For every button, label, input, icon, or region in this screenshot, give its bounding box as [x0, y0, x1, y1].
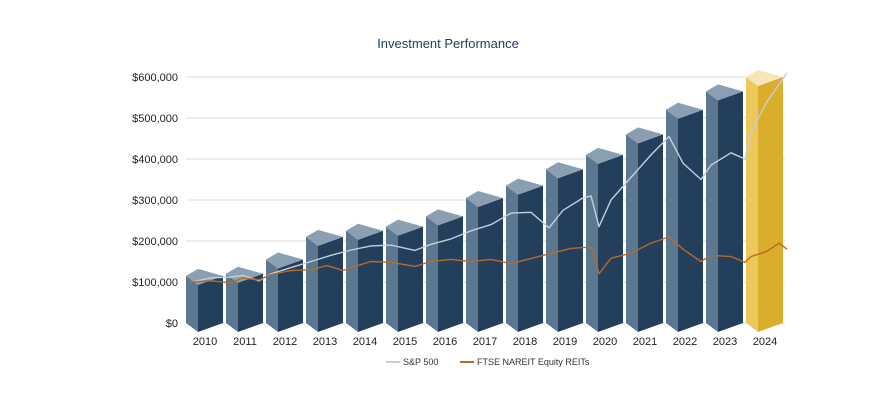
bar-front-face — [678, 109, 703, 332]
bar-top-face — [386, 219, 423, 236]
bar-side-face — [346, 230, 358, 332]
bar-side-face — [506, 185, 518, 332]
x-tick-label: 2023 — [713, 336, 737, 348]
bar-front-face — [278, 259, 303, 332]
bar-front-face — [238, 273, 263, 332]
bar-side-face — [626, 134, 638, 332]
x-tick-label: 2012 — [273, 336, 297, 348]
bar-2018 — [506, 178, 543, 332]
series-line-ftse-nareit — [190, 236, 788, 284]
legend-item-sp500: S&P 500 — [386, 357, 438, 367]
y-tick-label: $100,000 — [132, 277, 178, 289]
bar-top-face — [306, 229, 343, 246]
bar-side-face — [466, 197, 478, 332]
bar-2013 — [306, 229, 343, 332]
bar-side-face — [306, 236, 318, 332]
bar-front-face — [598, 154, 623, 332]
bar-top-face — [706, 84, 743, 101]
bar-top-face — [346, 223, 383, 240]
y-tick-label: $400,000 — [132, 154, 178, 166]
bars — [186, 70, 783, 332]
bar-side-face — [186, 275, 198, 332]
x-tick-label: 2016 — [433, 336, 457, 348]
bar-2020 — [586, 147, 623, 332]
y-tick-label: $600,000 — [132, 72, 178, 84]
bar-side-face — [386, 226, 398, 332]
bar-top-face — [466, 190, 503, 207]
bar-side-face — [546, 169, 558, 332]
x-tick-label: 2011 — [233, 336, 257, 348]
bar-front-face — [358, 230, 383, 332]
bar-top-face — [426, 209, 463, 226]
bar-front-face — [438, 216, 463, 332]
bar-2015 — [386, 219, 423, 332]
series-lines — [190, 72, 788, 284]
bar-top-face — [546, 162, 583, 179]
bar-front-face — [398, 226, 423, 332]
bar-side-face — [226, 273, 238, 332]
bar-2014 — [346, 223, 383, 332]
bar-side-face — [426, 216, 438, 332]
bar-side-face — [266, 259, 278, 332]
bar-2016 — [426, 209, 463, 332]
x-tick-label: 2014 — [353, 336, 377, 348]
bar-2019 — [546, 162, 583, 332]
bar-front-face — [478, 197, 503, 332]
bar-front-face — [638, 134, 663, 332]
bar-2022 — [666, 102, 703, 332]
x-tick-label: 2015 — [393, 336, 417, 348]
legend-label: FTSE NAREIT Equity REITs — [477, 357, 590, 367]
bar-top-face — [666, 102, 703, 119]
bar-front-face — [318, 236, 343, 332]
bar-top-face — [506, 178, 543, 195]
bar-front-face — [718, 91, 743, 332]
bar-2012 — [266, 252, 303, 332]
bar-2024 — [746, 70, 783, 332]
bar-2011 — [226, 266, 263, 332]
y-axis: $0 $100,000 $200,000 $300,000 $400,000 $500,0… — [132, 72, 178, 330]
x-tick-label: 2022 — [673, 336, 697, 348]
bar-2023 — [706, 84, 743, 332]
y-tick-label: $300,000 — [132, 195, 178, 207]
bar-side-face — [586, 154, 598, 332]
x-tick-label: 2019 — [553, 336, 577, 348]
x-axis: 2010 2011 2012 2013 2014 2015 2016 2017 2018 2019… — [193, 336, 777, 348]
bar-front-face — [198, 275, 223, 332]
chart-title: Investment Performance — [377, 36, 519, 51]
bar-side-face — [706, 91, 718, 332]
x-tick-label: 2013 — [313, 336, 337, 348]
y-tick-label: $500,000 — [132, 113, 178, 125]
x-tick-label: 2017 — [473, 336, 497, 348]
bar-top-face — [226, 266, 263, 283]
bar-front-face — [758, 77, 783, 332]
x-tick-label: 2021 — [633, 336, 657, 348]
bar-top-face — [586, 147, 623, 164]
series-line-sp500 — [190, 72, 788, 283]
bar-2021 — [626, 127, 663, 332]
bar-top-face — [746, 70, 783, 86]
y-tick-label: $200,000 — [132, 236, 178, 248]
legend: S&P 500 FTSE NAREIT Equity REITs — [386, 357, 590, 367]
y-tick-label: $0 — [166, 318, 178, 330]
x-tick-label: 2020 — [593, 336, 617, 348]
x-tick-label: 2018 — [513, 336, 537, 348]
bar-side-face — [746, 77, 758, 332]
bar-top-face — [266, 252, 303, 269]
x-tick-label: 2010 — [193, 336, 217, 348]
bar-top-face — [626, 127, 663, 144]
legend-label: S&P 500 — [403, 357, 438, 367]
legend-item-ftse-nareit: FTSE NAREIT Equity REITs — [460, 357, 590, 367]
bar-side-face — [666, 109, 678, 332]
x-tick-label: 2024 — [753, 336, 777, 348]
